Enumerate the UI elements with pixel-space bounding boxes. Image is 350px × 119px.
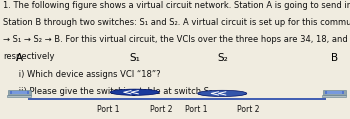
Text: Port 2: Port 2 xyxy=(150,105,172,114)
Text: i) Which device assigns VCI “18”?: i) Which device assigns VCI “18”? xyxy=(3,70,160,79)
Text: Port 1: Port 1 xyxy=(97,105,120,114)
FancyBboxPatch shape xyxy=(7,95,31,97)
Text: B: B xyxy=(331,53,338,63)
Text: respectively: respectively xyxy=(3,52,54,61)
Text: 1. The following figure shows a virtual circuit network. Station A is going to s: 1. The following figure shows a virtual … xyxy=(3,1,350,10)
Text: ii) Please give the switching table at switch S₂.: ii) Please give the switching table at s… xyxy=(3,87,215,96)
Ellipse shape xyxy=(110,91,159,95)
FancyBboxPatch shape xyxy=(10,91,29,94)
Text: S₂: S₂ xyxy=(217,53,228,63)
Text: → S₁ → S₂ → B. For this virtual circuit, the VCIs over the three hops are 34, 18: → S₁ → S₂ → B. For this virtual circuit,… xyxy=(3,35,350,44)
FancyBboxPatch shape xyxy=(12,91,27,94)
Text: S₁: S₁ xyxy=(129,53,140,63)
FancyBboxPatch shape xyxy=(322,95,346,97)
Text: A: A xyxy=(16,53,23,63)
Text: Port 2: Port 2 xyxy=(237,105,260,114)
FancyBboxPatch shape xyxy=(327,91,342,94)
FancyBboxPatch shape xyxy=(8,90,30,95)
Ellipse shape xyxy=(198,90,247,97)
Text: Station B through two switches: S₁ and S₂. A virtual circuit is set up for this : Station B through two switches: S₁ and S… xyxy=(3,18,350,27)
Text: Port 1: Port 1 xyxy=(185,105,207,114)
FancyBboxPatch shape xyxy=(325,91,344,94)
Ellipse shape xyxy=(110,89,159,95)
FancyBboxPatch shape xyxy=(323,90,345,95)
Ellipse shape xyxy=(198,92,247,96)
